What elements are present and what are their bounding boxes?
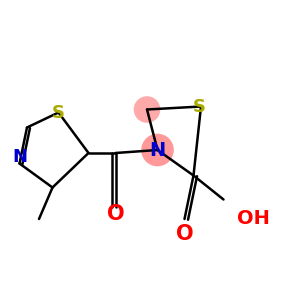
Text: N: N: [12, 148, 27, 166]
Text: O: O: [107, 205, 124, 224]
Text: S: S: [52, 103, 65, 122]
Text: OH: OH: [237, 209, 270, 229]
Text: S: S: [193, 98, 206, 116]
Text: O: O: [176, 224, 193, 244]
Text: N: N: [149, 140, 166, 160]
Circle shape: [134, 97, 160, 122]
Circle shape: [142, 134, 173, 166]
